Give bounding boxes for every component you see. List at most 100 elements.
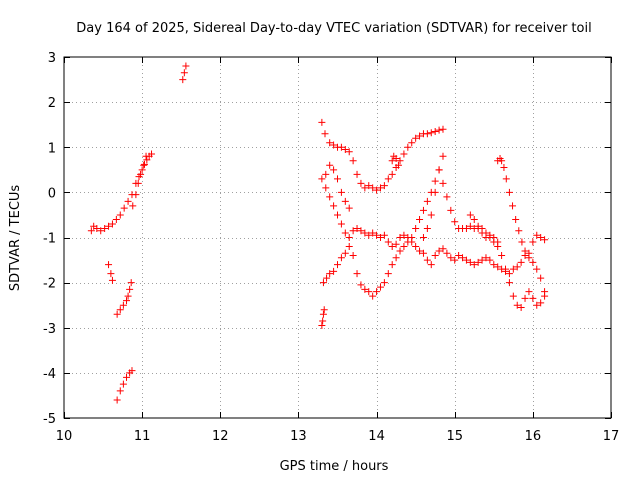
data-point	[128, 367, 136, 375]
data-point	[541, 292, 549, 300]
data-point	[120, 204, 128, 212]
data-point	[408, 139, 416, 147]
data-point	[113, 396, 121, 404]
data-point	[318, 118, 326, 126]
data-point	[431, 252, 439, 260]
data-point	[180, 69, 188, 77]
data-point	[322, 170, 330, 178]
data-point	[87, 227, 95, 235]
data-point	[505, 279, 513, 287]
data-point	[470, 261, 478, 269]
data-point	[380, 231, 388, 239]
data-point	[138, 166, 146, 174]
data-point	[107, 270, 115, 278]
data-point	[470, 215, 478, 223]
data-point	[326, 193, 334, 201]
data-point	[319, 310, 327, 318]
data-point	[447, 254, 455, 262]
data-point	[512, 215, 520, 223]
data-point	[101, 224, 109, 232]
data-point	[124, 292, 132, 300]
data-point	[451, 218, 459, 226]
data-point	[466, 258, 474, 266]
data-point	[376, 184, 384, 192]
data-point	[124, 197, 132, 205]
data-point	[515, 227, 523, 235]
data-point	[396, 247, 404, 255]
data-point	[533, 231, 541, 239]
data-point	[490, 234, 498, 241]
x-tick-label: 12	[212, 429, 229, 444]
data-point	[517, 303, 525, 311]
data-point	[529, 238, 537, 246]
data-point	[341, 197, 349, 205]
data-point	[116, 387, 124, 395]
y-tick-label: 3	[48, 51, 56, 66]
data-point	[431, 177, 439, 185]
data-point	[439, 179, 447, 187]
data-point	[337, 254, 345, 262]
data-point	[108, 276, 116, 284]
data-point	[357, 281, 365, 289]
data-point	[337, 188, 345, 196]
data-layer	[87, 62, 549, 404]
x-tick-label: 11	[134, 429, 151, 444]
data-point	[533, 301, 541, 309]
data-point	[318, 175, 326, 183]
data-point	[525, 288, 533, 296]
data-point	[349, 227, 357, 235]
data-point	[140, 160, 148, 168]
data-point	[392, 155, 400, 163]
data-point	[112, 215, 120, 223]
data-point	[431, 188, 439, 196]
data-point	[474, 258, 482, 266]
data-point	[345, 234, 353, 241]
data-point	[334, 211, 341, 219]
data-point	[443, 249, 451, 257]
data-point	[486, 231, 494, 239]
data-point	[123, 297, 131, 305]
data-point	[419, 234, 427, 241]
data-point	[439, 245, 447, 253]
data-point	[502, 175, 510, 183]
data-point	[143, 156, 151, 164]
data-point	[369, 292, 377, 300]
data-point	[319, 279, 327, 287]
data-point	[435, 126, 443, 134]
y-tick-label: -3	[43, 322, 56, 337]
data-point	[388, 170, 396, 178]
data-point	[486, 256, 494, 264]
data-point	[439, 125, 447, 133]
data-point	[419, 206, 427, 214]
data-point	[533, 265, 541, 273]
data-point	[521, 247, 529, 255]
data-point	[345, 204, 353, 212]
data-point	[462, 256, 470, 264]
data-point	[337, 143, 345, 151]
data-point	[376, 283, 384, 291]
data-point	[318, 321, 326, 329]
data-point	[369, 229, 377, 237]
data-point	[330, 267, 338, 275]
data-point	[326, 139, 334, 147]
data-point	[116, 211, 124, 219]
data-point	[412, 224, 420, 232]
data-point	[361, 229, 369, 237]
data-point	[357, 227, 365, 235]
data-point	[462, 224, 470, 232]
data-point	[466, 222, 474, 230]
y-tick-label: -5	[43, 412, 56, 427]
data-point	[365, 231, 373, 239]
data-point	[132, 191, 140, 199]
data-point	[451, 256, 459, 264]
data-point	[129, 202, 137, 210]
data-point	[517, 258, 525, 266]
data-point	[400, 231, 408, 239]
data-point	[518, 238, 526, 246]
data-point	[365, 288, 373, 296]
data-point	[500, 164, 508, 172]
data-point	[404, 238, 412, 246]
data-point	[345, 243, 353, 251]
data-point	[431, 127, 439, 135]
